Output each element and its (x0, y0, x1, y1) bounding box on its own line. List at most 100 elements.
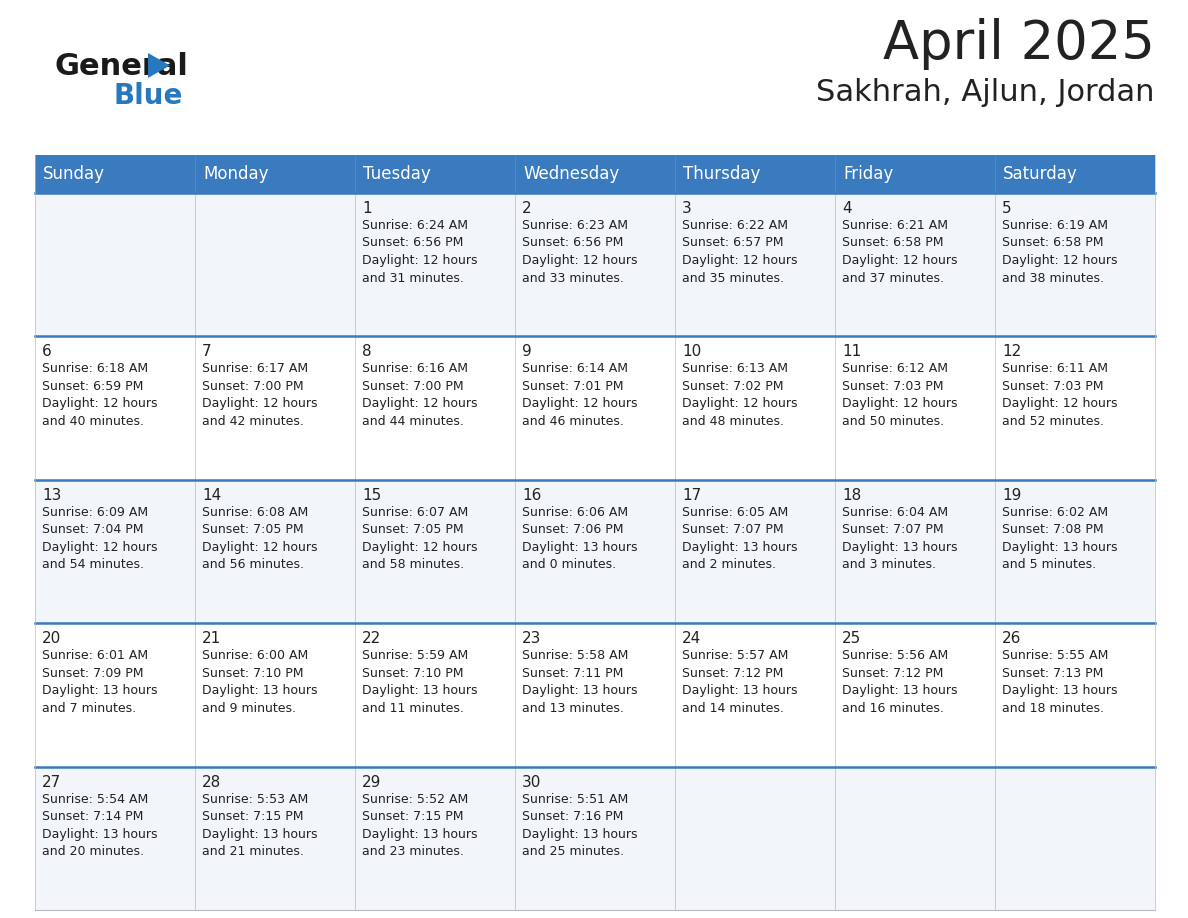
Bar (34, 155, 1155, 193)
Text: 8: 8 (362, 344, 372, 360)
Text: Sunrise: 6:17 AM
Sunset: 7:00 PM
Daylight: 12 hours
and 42 minutes.: Sunrise: 6:17 AM Sunset: 7:00 PM Dayligh… (202, 363, 317, 428)
Bar (355, 480, 516, 623)
Text: 24: 24 (682, 632, 701, 646)
Text: 17: 17 (682, 487, 701, 503)
Text: 6: 6 (42, 344, 52, 360)
Text: 12: 12 (1001, 344, 1022, 360)
Text: 5: 5 (1001, 201, 1012, 216)
Text: 15: 15 (362, 487, 381, 503)
Bar (516, 193, 675, 336)
Bar (355, 336, 516, 480)
Bar (34, 336, 195, 480)
Text: 11: 11 (842, 344, 861, 360)
Text: 9: 9 (522, 344, 532, 360)
Text: Sunrise: 5:56 AM
Sunset: 7:12 PM
Daylight: 13 hours
and 16 minutes.: Sunrise: 5:56 AM Sunset: 7:12 PM Dayligh… (842, 649, 958, 715)
Text: Sunrise: 6:18 AM
Sunset: 6:59 PM
Daylight: 12 hours
and 40 minutes.: Sunrise: 6:18 AM Sunset: 6:59 PM Dayligh… (42, 363, 158, 428)
Text: 27: 27 (42, 775, 62, 789)
Bar (516, 336, 675, 480)
Bar (195, 480, 355, 623)
Text: Sunday: Sunday (43, 165, 105, 183)
Text: 23: 23 (522, 632, 542, 646)
Text: 20: 20 (42, 632, 62, 646)
Text: 3: 3 (682, 201, 691, 216)
Text: Sunrise: 5:58 AM
Sunset: 7:11 PM
Daylight: 13 hours
and 13 minutes.: Sunrise: 5:58 AM Sunset: 7:11 PM Dayligh… (522, 649, 638, 715)
Bar (34, 193, 195, 336)
Text: April 2025: April 2025 (883, 18, 1155, 70)
Bar (195, 623, 355, 767)
Bar (355, 767, 516, 910)
Text: Sunrise: 5:51 AM
Sunset: 7:16 PM
Daylight: 13 hours
and 25 minutes.: Sunrise: 5:51 AM Sunset: 7:16 PM Dayligh… (522, 792, 638, 858)
Text: Sunrise: 6:14 AM
Sunset: 7:01 PM
Daylight: 12 hours
and 46 minutes.: Sunrise: 6:14 AM Sunset: 7:01 PM Dayligh… (522, 363, 638, 428)
Text: Sunrise: 6:04 AM
Sunset: 7:07 PM
Daylight: 13 hours
and 3 minutes.: Sunrise: 6:04 AM Sunset: 7:07 PM Dayligh… (842, 506, 958, 571)
Text: 18: 18 (842, 487, 861, 503)
Bar (675, 480, 835, 623)
Bar (355, 623, 516, 767)
Text: 14: 14 (202, 487, 221, 503)
Text: Tuesday: Tuesday (364, 165, 431, 183)
Text: Thursday: Thursday (683, 165, 760, 183)
Text: Sunrise: 6:06 AM
Sunset: 7:06 PM
Daylight: 13 hours
and 0 minutes.: Sunrise: 6:06 AM Sunset: 7:06 PM Dayligh… (522, 506, 638, 571)
Text: Sunrise: 6:24 AM
Sunset: 6:56 PM
Daylight: 12 hours
and 31 minutes.: Sunrise: 6:24 AM Sunset: 6:56 PM Dayligh… (362, 219, 478, 285)
Bar (195, 767, 355, 910)
Text: 10: 10 (682, 344, 701, 360)
Text: Sunrise: 5:53 AM
Sunset: 7:15 PM
Daylight: 13 hours
and 21 minutes.: Sunrise: 5:53 AM Sunset: 7:15 PM Dayligh… (202, 792, 317, 858)
Text: Sunrise: 6:01 AM
Sunset: 7:09 PM
Daylight: 13 hours
and 7 minutes.: Sunrise: 6:01 AM Sunset: 7:09 PM Dayligh… (42, 649, 158, 715)
Text: Sunrise: 6:22 AM
Sunset: 6:57 PM
Daylight: 12 hours
and 35 minutes.: Sunrise: 6:22 AM Sunset: 6:57 PM Dayligh… (682, 219, 797, 285)
Text: General: General (55, 52, 189, 81)
Text: Sunrise: 6:05 AM
Sunset: 7:07 PM
Daylight: 13 hours
and 2 minutes.: Sunrise: 6:05 AM Sunset: 7:07 PM Dayligh… (682, 506, 797, 571)
Bar (195, 193, 355, 336)
Bar (835, 623, 996, 767)
Bar (835, 336, 996, 480)
Text: 29: 29 (362, 775, 381, 789)
Text: 26: 26 (1001, 632, 1022, 646)
Bar (675, 193, 835, 336)
Text: 16: 16 (522, 487, 542, 503)
Text: Saturday: Saturday (1003, 165, 1078, 183)
Bar (516, 480, 675, 623)
Text: 30: 30 (522, 775, 542, 789)
Bar (34, 767, 195, 910)
Bar (34, 623, 195, 767)
Text: Sunrise: 6:02 AM
Sunset: 7:08 PM
Daylight: 13 hours
and 5 minutes.: Sunrise: 6:02 AM Sunset: 7:08 PM Dayligh… (1001, 506, 1118, 571)
Text: 21: 21 (202, 632, 221, 646)
Bar (516, 623, 675, 767)
Text: Monday: Monday (203, 165, 268, 183)
Text: Sunrise: 6:16 AM
Sunset: 7:00 PM
Daylight: 12 hours
and 44 minutes.: Sunrise: 6:16 AM Sunset: 7:00 PM Dayligh… (362, 363, 478, 428)
Bar (996, 336, 1155, 480)
Text: Sunrise: 6:19 AM
Sunset: 6:58 PM
Daylight: 12 hours
and 38 minutes.: Sunrise: 6:19 AM Sunset: 6:58 PM Dayligh… (1001, 219, 1118, 285)
Bar (835, 480, 996, 623)
Text: 22: 22 (362, 632, 381, 646)
Bar (675, 767, 835, 910)
Bar (835, 193, 996, 336)
Text: Sunrise: 6:08 AM
Sunset: 7:05 PM
Daylight: 12 hours
and 56 minutes.: Sunrise: 6:08 AM Sunset: 7:05 PM Dayligh… (202, 506, 317, 571)
Text: 25: 25 (842, 632, 861, 646)
Text: Sunrise: 6:00 AM
Sunset: 7:10 PM
Daylight: 13 hours
and 9 minutes.: Sunrise: 6:00 AM Sunset: 7:10 PM Dayligh… (202, 649, 317, 715)
Bar (34, 480, 195, 623)
Polygon shape (148, 53, 170, 78)
Text: Sunrise: 5:54 AM
Sunset: 7:14 PM
Daylight: 13 hours
and 20 minutes.: Sunrise: 5:54 AM Sunset: 7:14 PM Dayligh… (42, 792, 158, 858)
Text: 13: 13 (42, 487, 62, 503)
Bar (835, 767, 996, 910)
Bar (195, 336, 355, 480)
Bar (996, 193, 1155, 336)
Text: Sunrise: 6:12 AM
Sunset: 7:03 PM
Daylight: 12 hours
and 50 minutes.: Sunrise: 6:12 AM Sunset: 7:03 PM Dayligh… (842, 363, 958, 428)
Bar (996, 623, 1155, 767)
Text: Sunrise: 5:57 AM
Sunset: 7:12 PM
Daylight: 13 hours
and 14 minutes.: Sunrise: 5:57 AM Sunset: 7:12 PM Dayligh… (682, 649, 797, 715)
Text: Sunrise: 6:09 AM
Sunset: 7:04 PM
Daylight: 12 hours
and 54 minutes.: Sunrise: 6:09 AM Sunset: 7:04 PM Dayligh… (42, 506, 158, 571)
Bar (996, 480, 1155, 623)
Text: Friday: Friday (843, 165, 893, 183)
Text: Wednesday: Wednesday (523, 165, 619, 183)
Text: Sunrise: 6:23 AM
Sunset: 6:56 PM
Daylight: 12 hours
and 33 minutes.: Sunrise: 6:23 AM Sunset: 6:56 PM Dayligh… (522, 219, 638, 285)
Text: Sunrise: 5:52 AM
Sunset: 7:15 PM
Daylight: 13 hours
and 23 minutes.: Sunrise: 5:52 AM Sunset: 7:15 PM Dayligh… (362, 792, 478, 858)
Text: Blue: Blue (113, 82, 183, 110)
Bar (675, 623, 835, 767)
Text: 28: 28 (202, 775, 221, 789)
Text: Sunrise: 6:13 AM
Sunset: 7:02 PM
Daylight: 12 hours
and 48 minutes.: Sunrise: 6:13 AM Sunset: 7:02 PM Dayligh… (682, 363, 797, 428)
Text: 2: 2 (522, 201, 531, 216)
Text: Sunrise: 6:21 AM
Sunset: 6:58 PM
Daylight: 12 hours
and 37 minutes.: Sunrise: 6:21 AM Sunset: 6:58 PM Dayligh… (842, 219, 958, 285)
Text: Sunrise: 6:11 AM
Sunset: 7:03 PM
Daylight: 12 hours
and 52 minutes.: Sunrise: 6:11 AM Sunset: 7:03 PM Dayligh… (1001, 363, 1118, 428)
Text: 4: 4 (842, 201, 852, 216)
Text: Sunrise: 6:07 AM
Sunset: 7:05 PM
Daylight: 12 hours
and 58 minutes.: Sunrise: 6:07 AM Sunset: 7:05 PM Dayligh… (362, 506, 478, 571)
Text: 1: 1 (362, 201, 372, 216)
Bar (355, 193, 516, 336)
